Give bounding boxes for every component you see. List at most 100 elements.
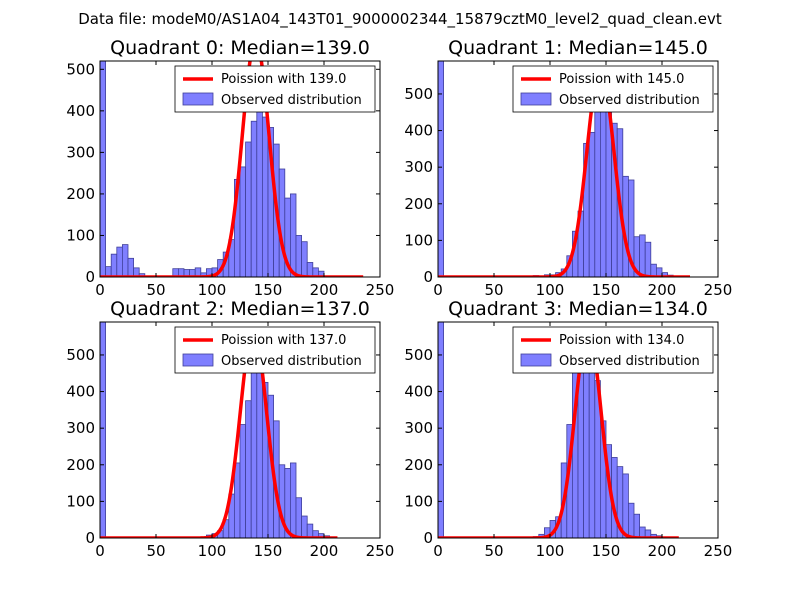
axes-frame bbox=[99, 321, 381, 539]
y-tick-label: 500 bbox=[66, 346, 95, 364]
histogram-bar bbox=[250, 120, 258, 277]
histogram-bar bbox=[628, 179, 635, 277]
histogram-bar bbox=[289, 193, 297, 277]
poisson-curve bbox=[100, 61, 365, 277]
histogram-bar bbox=[239, 424, 246, 538]
legend-patch-swatch bbox=[520, 92, 552, 106]
x-tick-label: 0 bbox=[95, 542, 105, 560]
panel-title: Quadrant 2: Median=137.0 bbox=[110, 298, 370, 320]
y-tick-label: 100 bbox=[66, 492, 95, 510]
histogram-bar bbox=[301, 515, 308, 538]
y-tick-label: 200 bbox=[404, 195, 433, 213]
x-tick-label: 200 bbox=[648, 542, 677, 560]
x-tick-label: 50 bbox=[484, 281, 503, 299]
x-tick-label: 0 bbox=[433, 542, 443, 560]
histogram-bar bbox=[245, 400, 252, 538]
panel-title: Quadrant 3: Median=134.0 bbox=[448, 298, 708, 320]
y-tick-label: 500 bbox=[66, 60, 95, 78]
y-tick-label: 0 bbox=[423, 268, 433, 286]
histogram-bar bbox=[633, 513, 640, 538]
x-tick-label: 150 bbox=[254, 281, 283, 299]
legend-label-observed: Observed distribution bbox=[221, 354, 362, 369]
histogram-bars bbox=[100, 322, 336, 538]
y-tick-label: 400 bbox=[66, 383, 95, 401]
legend: Poission with 139.0 Observed distribution bbox=[174, 65, 376, 113]
y-tick-label: 400 bbox=[404, 122, 433, 140]
histogram-bar bbox=[127, 257, 134, 277]
histogram-bar bbox=[122, 244, 129, 277]
y-tick-label: 300 bbox=[404, 158, 433, 176]
legend-label-poisson: Poission with 134.0 bbox=[559, 333, 684, 348]
histogram-bar bbox=[295, 235, 302, 277]
histogram-bar bbox=[639, 234, 646, 277]
y-tick-label: 500 bbox=[404, 85, 433, 103]
y-tick-label: 400 bbox=[66, 102, 95, 120]
histogram-bar bbox=[306, 262, 314, 277]
legend-patch-swatch bbox=[182, 353, 214, 367]
legend-label-observed: Observed distribution bbox=[559, 93, 700, 108]
quadrant-1-panel: 0 50 100 150 200 250 0 100 200 300 400 500 Quadrant … bbox=[404, 37, 732, 299]
panel-title: Quadrant 0: Median=139.0 bbox=[110, 37, 370, 59]
histogram-bar bbox=[245, 141, 252, 277]
histogram-bar bbox=[289, 462, 297, 538]
x-tick-label: 100 bbox=[198, 281, 227, 299]
x-tick-label: 100 bbox=[198, 542, 227, 560]
histogram-bar bbox=[588, 350, 596, 538]
legend: Poission with 145.0 Observed distribution bbox=[512, 65, 714, 113]
x-tick-label: 150 bbox=[592, 281, 621, 299]
legend-label-poisson: Poission with 139.0 bbox=[221, 72, 346, 87]
x-tick-label: 0 bbox=[433, 281, 443, 299]
panel-title: Quadrant 1: Median=145.0 bbox=[448, 37, 708, 59]
histogram-bar bbox=[110, 253, 118, 277]
x-tick-label: 100 bbox=[536, 281, 565, 299]
y-tick-label: 0 bbox=[85, 268, 95, 286]
y-tick-label: 100 bbox=[66, 226, 95, 244]
axes-frame bbox=[99, 60, 381, 278]
y-tick-label: 500 bbox=[404, 346, 433, 364]
y-tick-label: 200 bbox=[66, 456, 95, 474]
axes-frame bbox=[437, 321, 719, 539]
x-tick-label: 50 bbox=[484, 542, 503, 560]
subplot-grid: 0 50 100 150 200 2500100200300400500Quadrant … bbox=[66, 37, 732, 560]
histogram-bar bbox=[301, 241, 308, 277]
figure-suptitle: Data file: modeM0/AS1A04_143T01_90000023… bbox=[78, 10, 722, 29]
histogram-bar bbox=[261, 116, 269, 277]
histogram-bar bbox=[438, 322, 444, 538]
x-tick-label: 150 bbox=[592, 542, 621, 560]
x-tick-label: 200 bbox=[648, 281, 677, 299]
quadrant-3-panel: 0 50 100 150 200 250 0 100 200 300 400 500 Quadrant … bbox=[404, 298, 732, 560]
x-tick-label: 200 bbox=[310, 281, 339, 299]
x-tick-label: 150 bbox=[254, 542, 283, 560]
histogram-bar bbox=[628, 502, 635, 538]
x-tick-label: 200 bbox=[310, 542, 339, 560]
histogram-bar bbox=[644, 241, 652, 277]
histogram-bar bbox=[100, 322, 106, 538]
legend-patch-swatch bbox=[182, 92, 214, 106]
histogram-bar bbox=[116, 246, 123, 277]
histogram-bar bbox=[194, 267, 202, 277]
y-tick-label: 200 bbox=[66, 185, 95, 203]
histogram-bar bbox=[622, 473, 629, 538]
histogram-bar bbox=[295, 497, 302, 538]
y-tick-label: 100 bbox=[404, 231, 433, 249]
histogram-bar bbox=[588, 131, 596, 277]
x-tick-label: 250 bbox=[704, 281, 733, 299]
legend-patch-swatch bbox=[520, 353, 552, 367]
x-tick-label: 50 bbox=[146, 281, 165, 299]
y-tick-label: 400 bbox=[404, 383, 433, 401]
axes-frame bbox=[437, 60, 719, 278]
histogram-bar bbox=[650, 263, 657, 277]
poisson-curve bbox=[100, 327, 339, 538]
x-tick-label: 100 bbox=[536, 542, 565, 560]
histogram-bar bbox=[233, 462, 241, 538]
x-tick-label: 250 bbox=[366, 281, 395, 299]
x-tick-label: 250 bbox=[704, 542, 733, 560]
y-tick-label: 300 bbox=[66, 143, 95, 161]
legend: Poission with 137.0 Observed distribution bbox=[174, 326, 376, 374]
x-tick-label: 250 bbox=[366, 542, 395, 560]
histogram-bar bbox=[438, 61, 444, 277]
x-tick-label: 0 bbox=[95, 281, 105, 299]
x-tick-label: 50 bbox=[146, 542, 165, 560]
histogram-bar bbox=[256, 102, 263, 277]
